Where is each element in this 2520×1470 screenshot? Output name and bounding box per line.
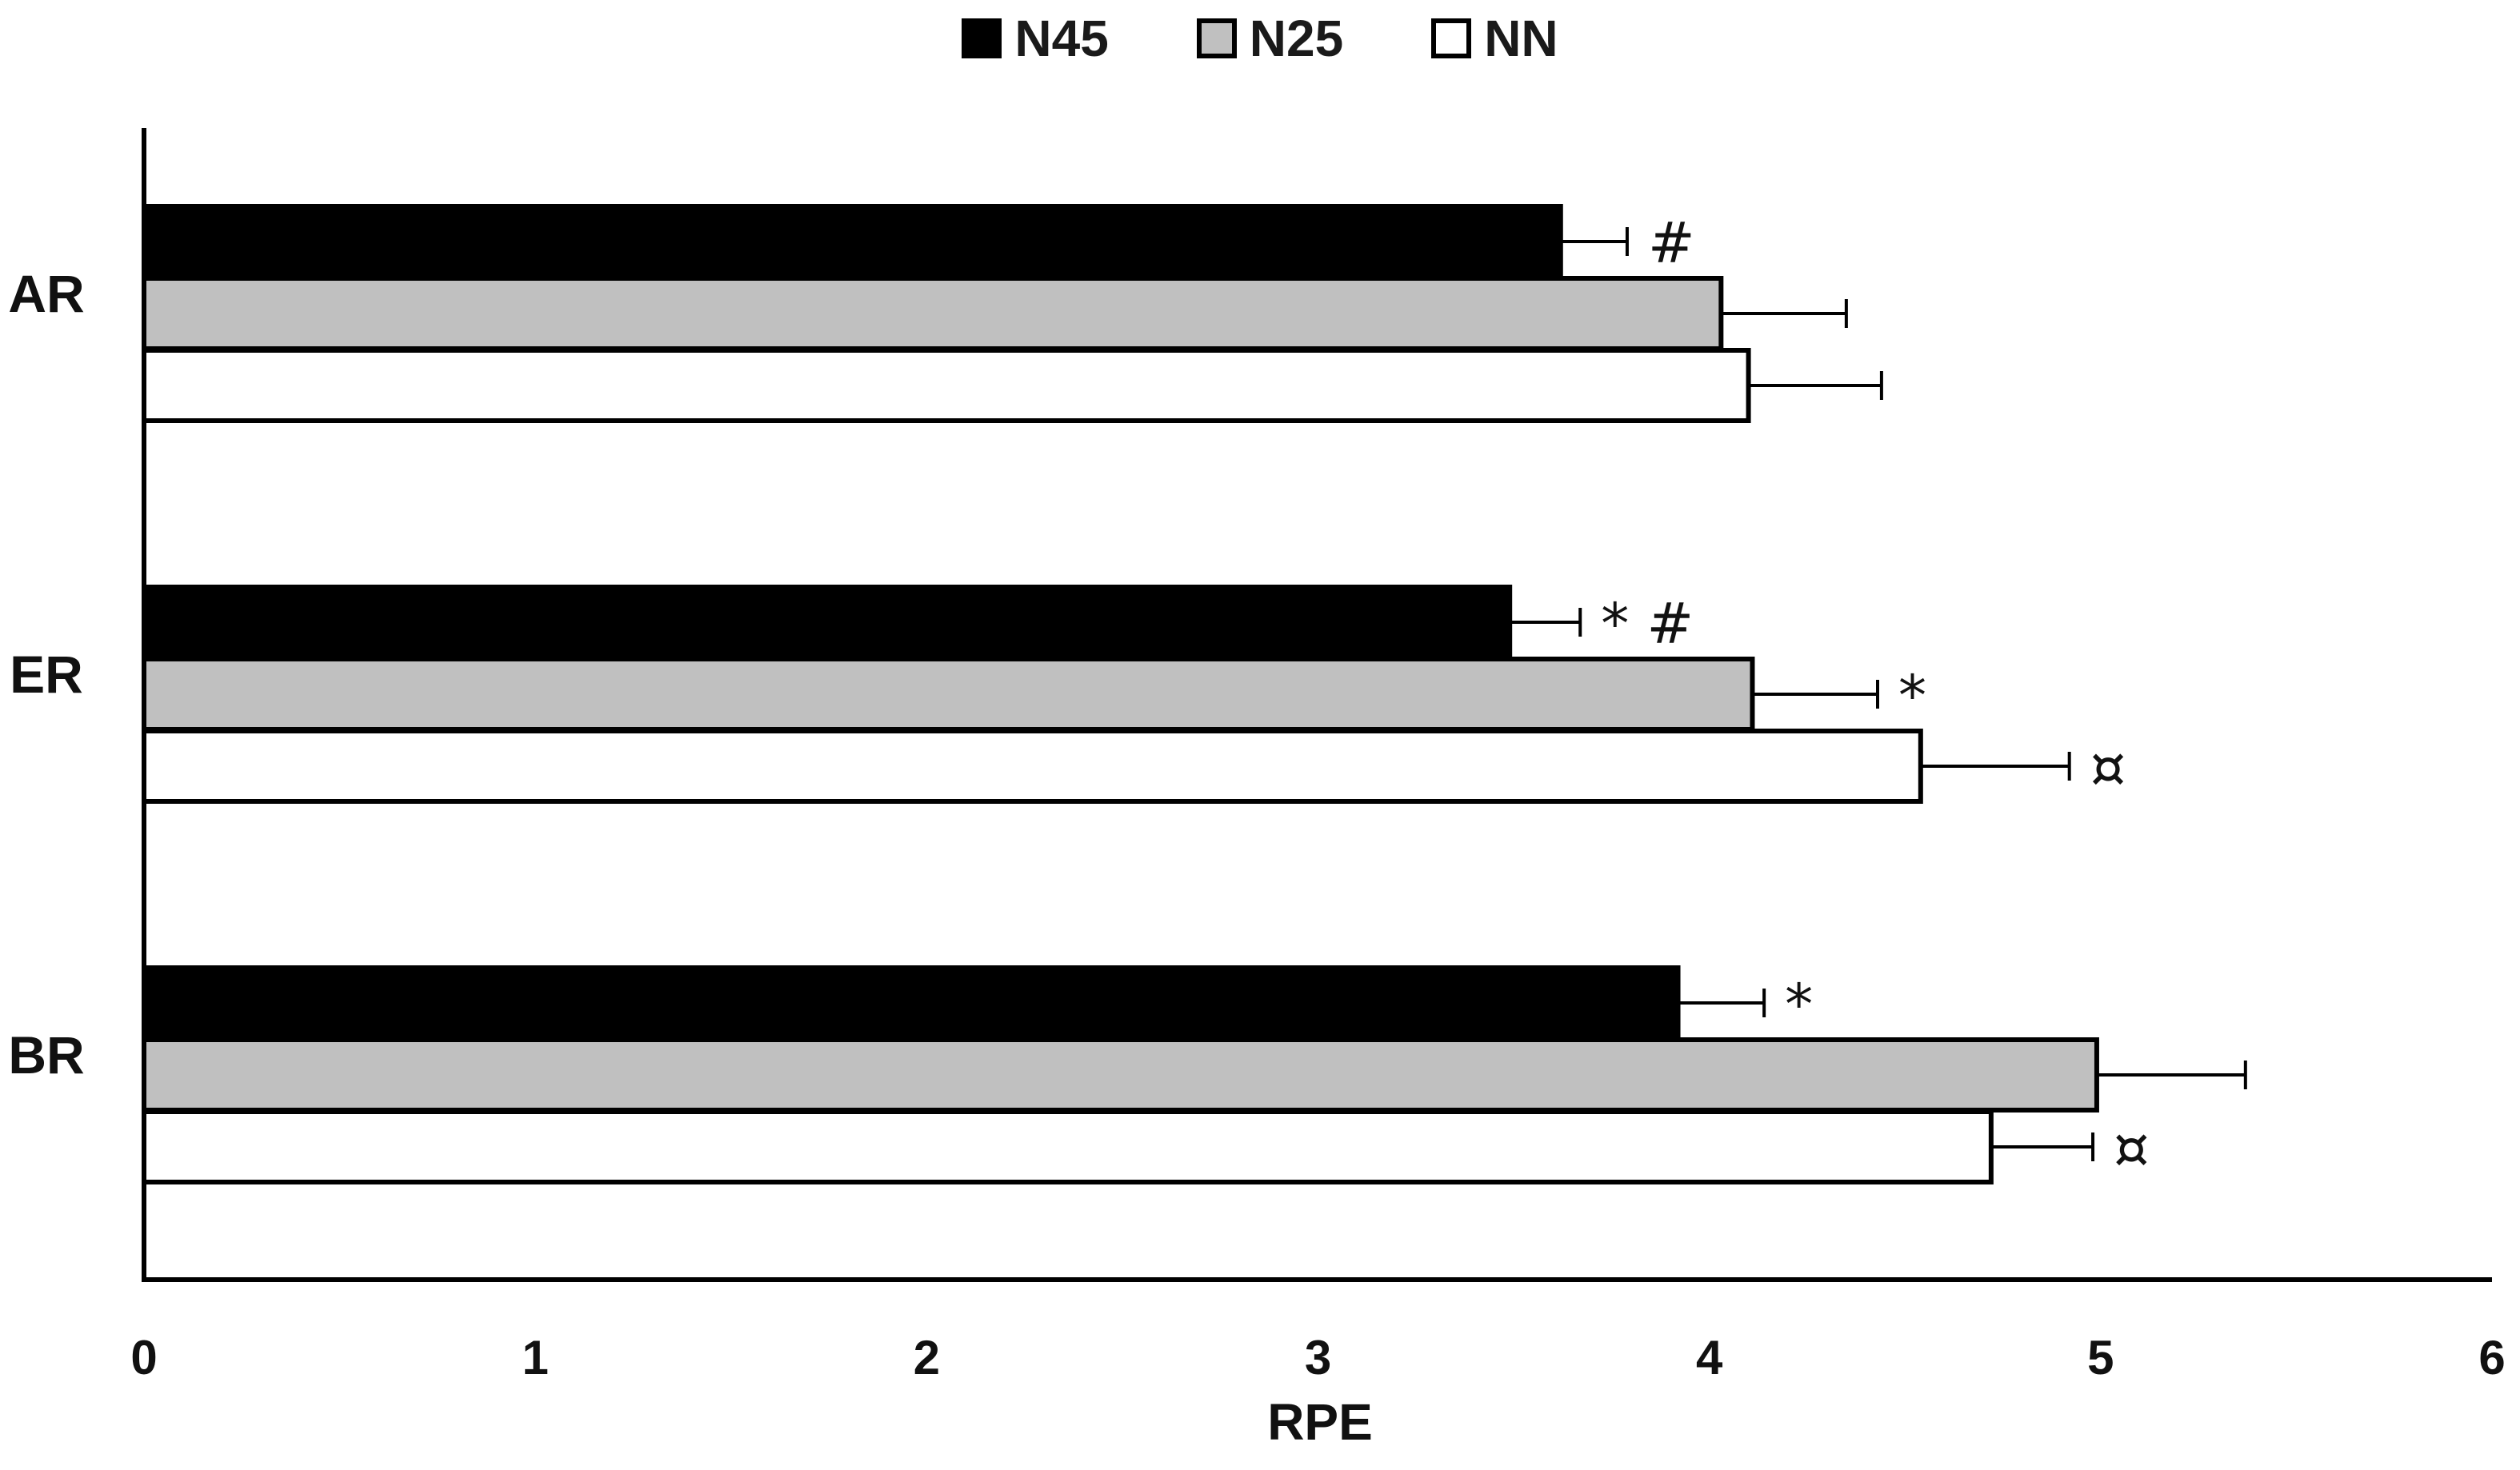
significance-marker-er-n25: * [1898,663,1926,729]
legend-swatch-n25 [1196,18,1237,58]
legend-item-n25: N25 [1196,5,1344,72]
legend: N45 N25 NN [0,5,2520,72]
bar-br-n25 [142,1037,2099,1112]
x-tick-label-1: 1 [522,1331,548,1384]
bar-ar-n25 [142,276,1724,351]
bar-er-n25 [142,657,1755,732]
significance-marker-ar-n45: # [1648,210,1695,276]
legend-item-nn: NN [1431,5,1558,72]
x-tick-label-4: 4 [1696,1331,1723,1384]
x-axis-title: RPE [1267,1393,1373,1451]
legend-label-nn: NN [1484,10,1558,67]
significance-marker-br-nn: ¤ [2114,1116,2150,1181]
category-label-er: ER [10,645,83,704]
x-tick-label-2: 2 [914,1331,940,1384]
bar-br-n45 [142,965,1681,1041]
legend-label-n45: N45 [1014,10,1109,67]
significance-marker-er-nn: ¤ [2090,735,2126,801]
legend-label-n25: N25 [1249,10,1344,67]
x-tick-label-3: 3 [1305,1331,1331,1384]
bar-er-nn [142,729,1923,804]
category-label-br: BR [8,1025,84,1085]
x-tick-label-0: 0 [130,1331,157,1384]
legend-swatch-nn [1431,18,1472,58]
x-tick-label-6: 6 [2478,1331,2505,1384]
bar-ar-n45 [142,204,1563,279]
bar-er-n45 [142,585,1513,660]
legend-item-n45: N45 [962,5,1109,72]
x-tick-label-5: 5 [2087,1331,2114,1384]
legend-swatch-n45 [962,18,1002,58]
bar-br-nn [142,1109,1994,1184]
significance-marker-br-n45: * [1785,972,1813,1037]
category-label-ar: AR [8,264,84,323]
bar-ar-nn [142,348,1751,423]
significance-marker-er-n45: * # [1601,591,1694,657]
